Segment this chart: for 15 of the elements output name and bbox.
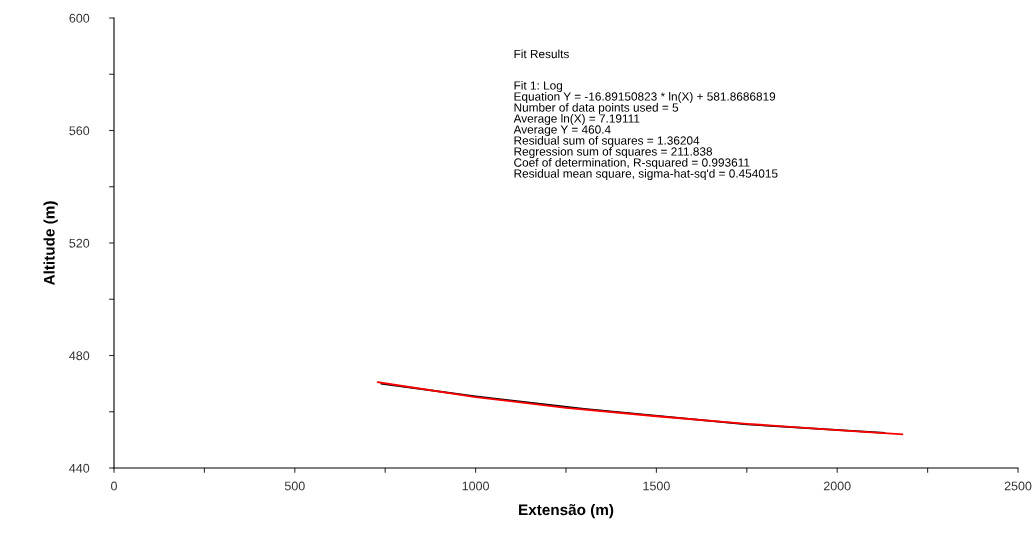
x-axis-title: Extensão (m) <box>519 503 614 519</box>
x-tick-label: 0 <box>111 481 117 491</box>
y-tick-label: 440 <box>69 463 90 473</box>
y-axis-title: Altitude (m) <box>43 201 58 286</box>
x-tick-label: 2000 <box>823 481 851 491</box>
x-tick-label: 2500 <box>1004 481 1032 491</box>
y-tick-label: 520 <box>69 238 90 248</box>
y-tick-label: 480 <box>69 351 90 361</box>
x-tick-label: 1500 <box>643 481 670 491</box>
annotation: Fit Results <box>514 49 569 59</box>
y-tick-label: 560 <box>69 126 90 136</box>
x-tick-label: 500 <box>284 481 305 491</box>
text: Fit 1: Log Equation Y = -16.89150823 * ln(X) + 581.8686819 Number of data points used = 5 Average ln(X) = 7.19111 Average Y = 460.4 Residual sum of squares = 1.36204 Regression sum of squares = 211.838 Coef of determination, R-squared = 0.993611 Residual mean square, sigma-hat-sq'd = 0.454015 <box>513 81 778 181</box>
y-tick-label: 600 <box>69 13 90 23</box>
x-tick-label: 1000 <box>462 481 490 491</box>
